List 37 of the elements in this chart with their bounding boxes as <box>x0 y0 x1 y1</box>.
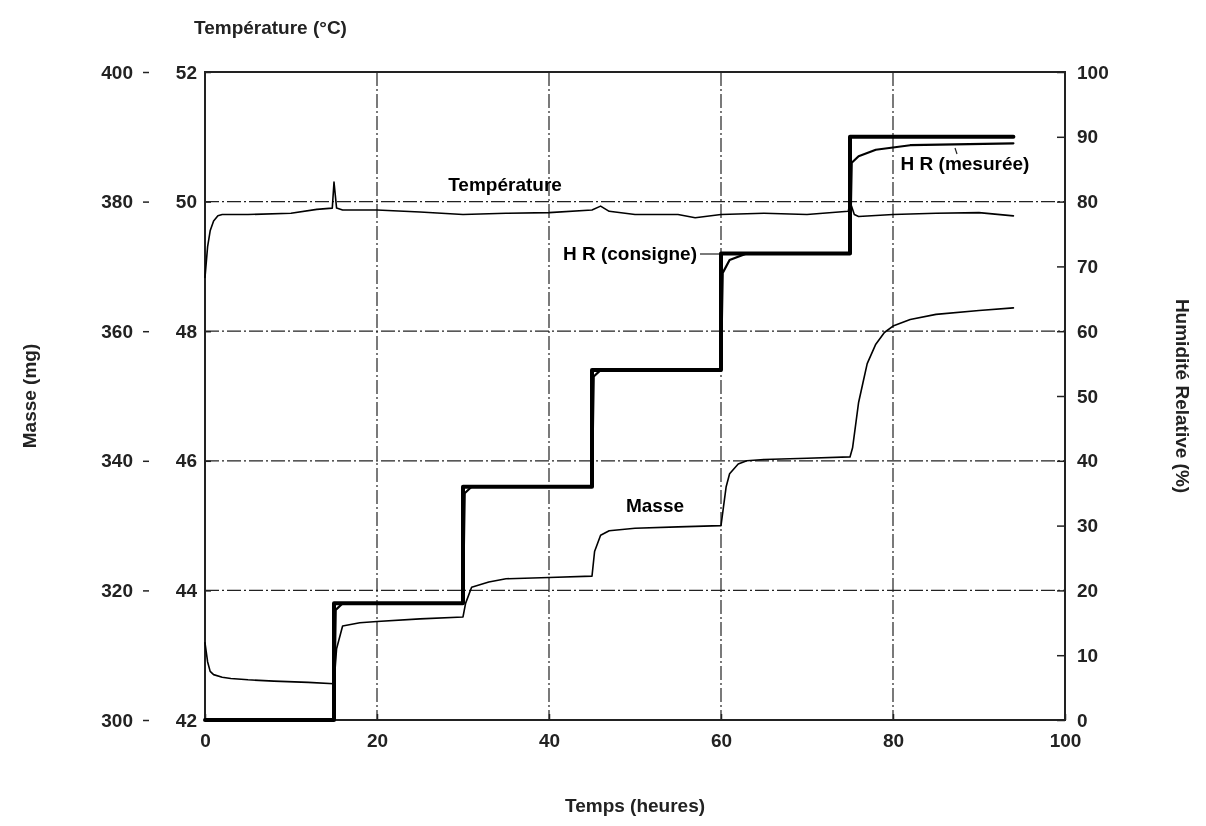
y-tick-label: 340 <box>101 450 133 472</box>
y3-tick-label: 44 <box>175 579 198 601</box>
series-label: Masse <box>625 495 685 516</box>
y-axis-title: Masse (mg) <box>19 343 40 449</box>
x-tick-label: 100 <box>1049 730 1082 752</box>
y-tick-label: 300 <box>101 709 133 731</box>
series-label: H R (consigne) <box>562 243 697 264</box>
y2-tick-label: 30 <box>1077 515 1099 537</box>
y2-tick-label: 70 <box>1077 255 1099 277</box>
y-tick-label: 380 <box>101 191 133 213</box>
x-tick-label: 60 <box>710 730 733 752</box>
series-label: Température <box>448 174 562 195</box>
y2-tick-label: 50 <box>1077 385 1099 407</box>
y3-tick-label: 52 <box>175 61 197 83</box>
x-tick-label: 80 <box>882 730 905 752</box>
x-tick-label: 20 <box>366 730 389 752</box>
y3-tick-label: 42 <box>175 709 197 731</box>
y2-tick-label: 90 <box>1077 126 1099 148</box>
y-tick-label: 400 <box>101 61 133 83</box>
y2-tick-label: 40 <box>1077 450 1099 472</box>
y2-axis-title: Humidité Relative (%) <box>1172 298 1193 494</box>
y2-tick-label: 60 <box>1077 320 1099 342</box>
y-tick-label: 360 <box>101 320 133 342</box>
y3-tick-label: 50 <box>175 191 197 213</box>
x-tick-label: 0 <box>200 730 211 752</box>
y3-tick-label: 46 <box>175 450 197 472</box>
x-axis-title: Temps (heures) <box>564 795 706 816</box>
y2-tick-label: 20 <box>1077 579 1099 601</box>
y3-axis-title: Température (°C) <box>194 17 347 38</box>
y2-tick-label: 100 <box>1077 61 1109 83</box>
y2-tick-label: 0 <box>1077 709 1088 731</box>
y2-tick-label: 10 <box>1077 644 1099 666</box>
series-label: H R (mesurée) <box>900 153 1030 174</box>
x-tick-label: 40 <box>538 730 561 752</box>
y3-tick-label: 48 <box>175 320 197 342</box>
y2-tick-label: 80 <box>1077 191 1099 213</box>
y-tick-label: 320 <box>101 579 133 601</box>
